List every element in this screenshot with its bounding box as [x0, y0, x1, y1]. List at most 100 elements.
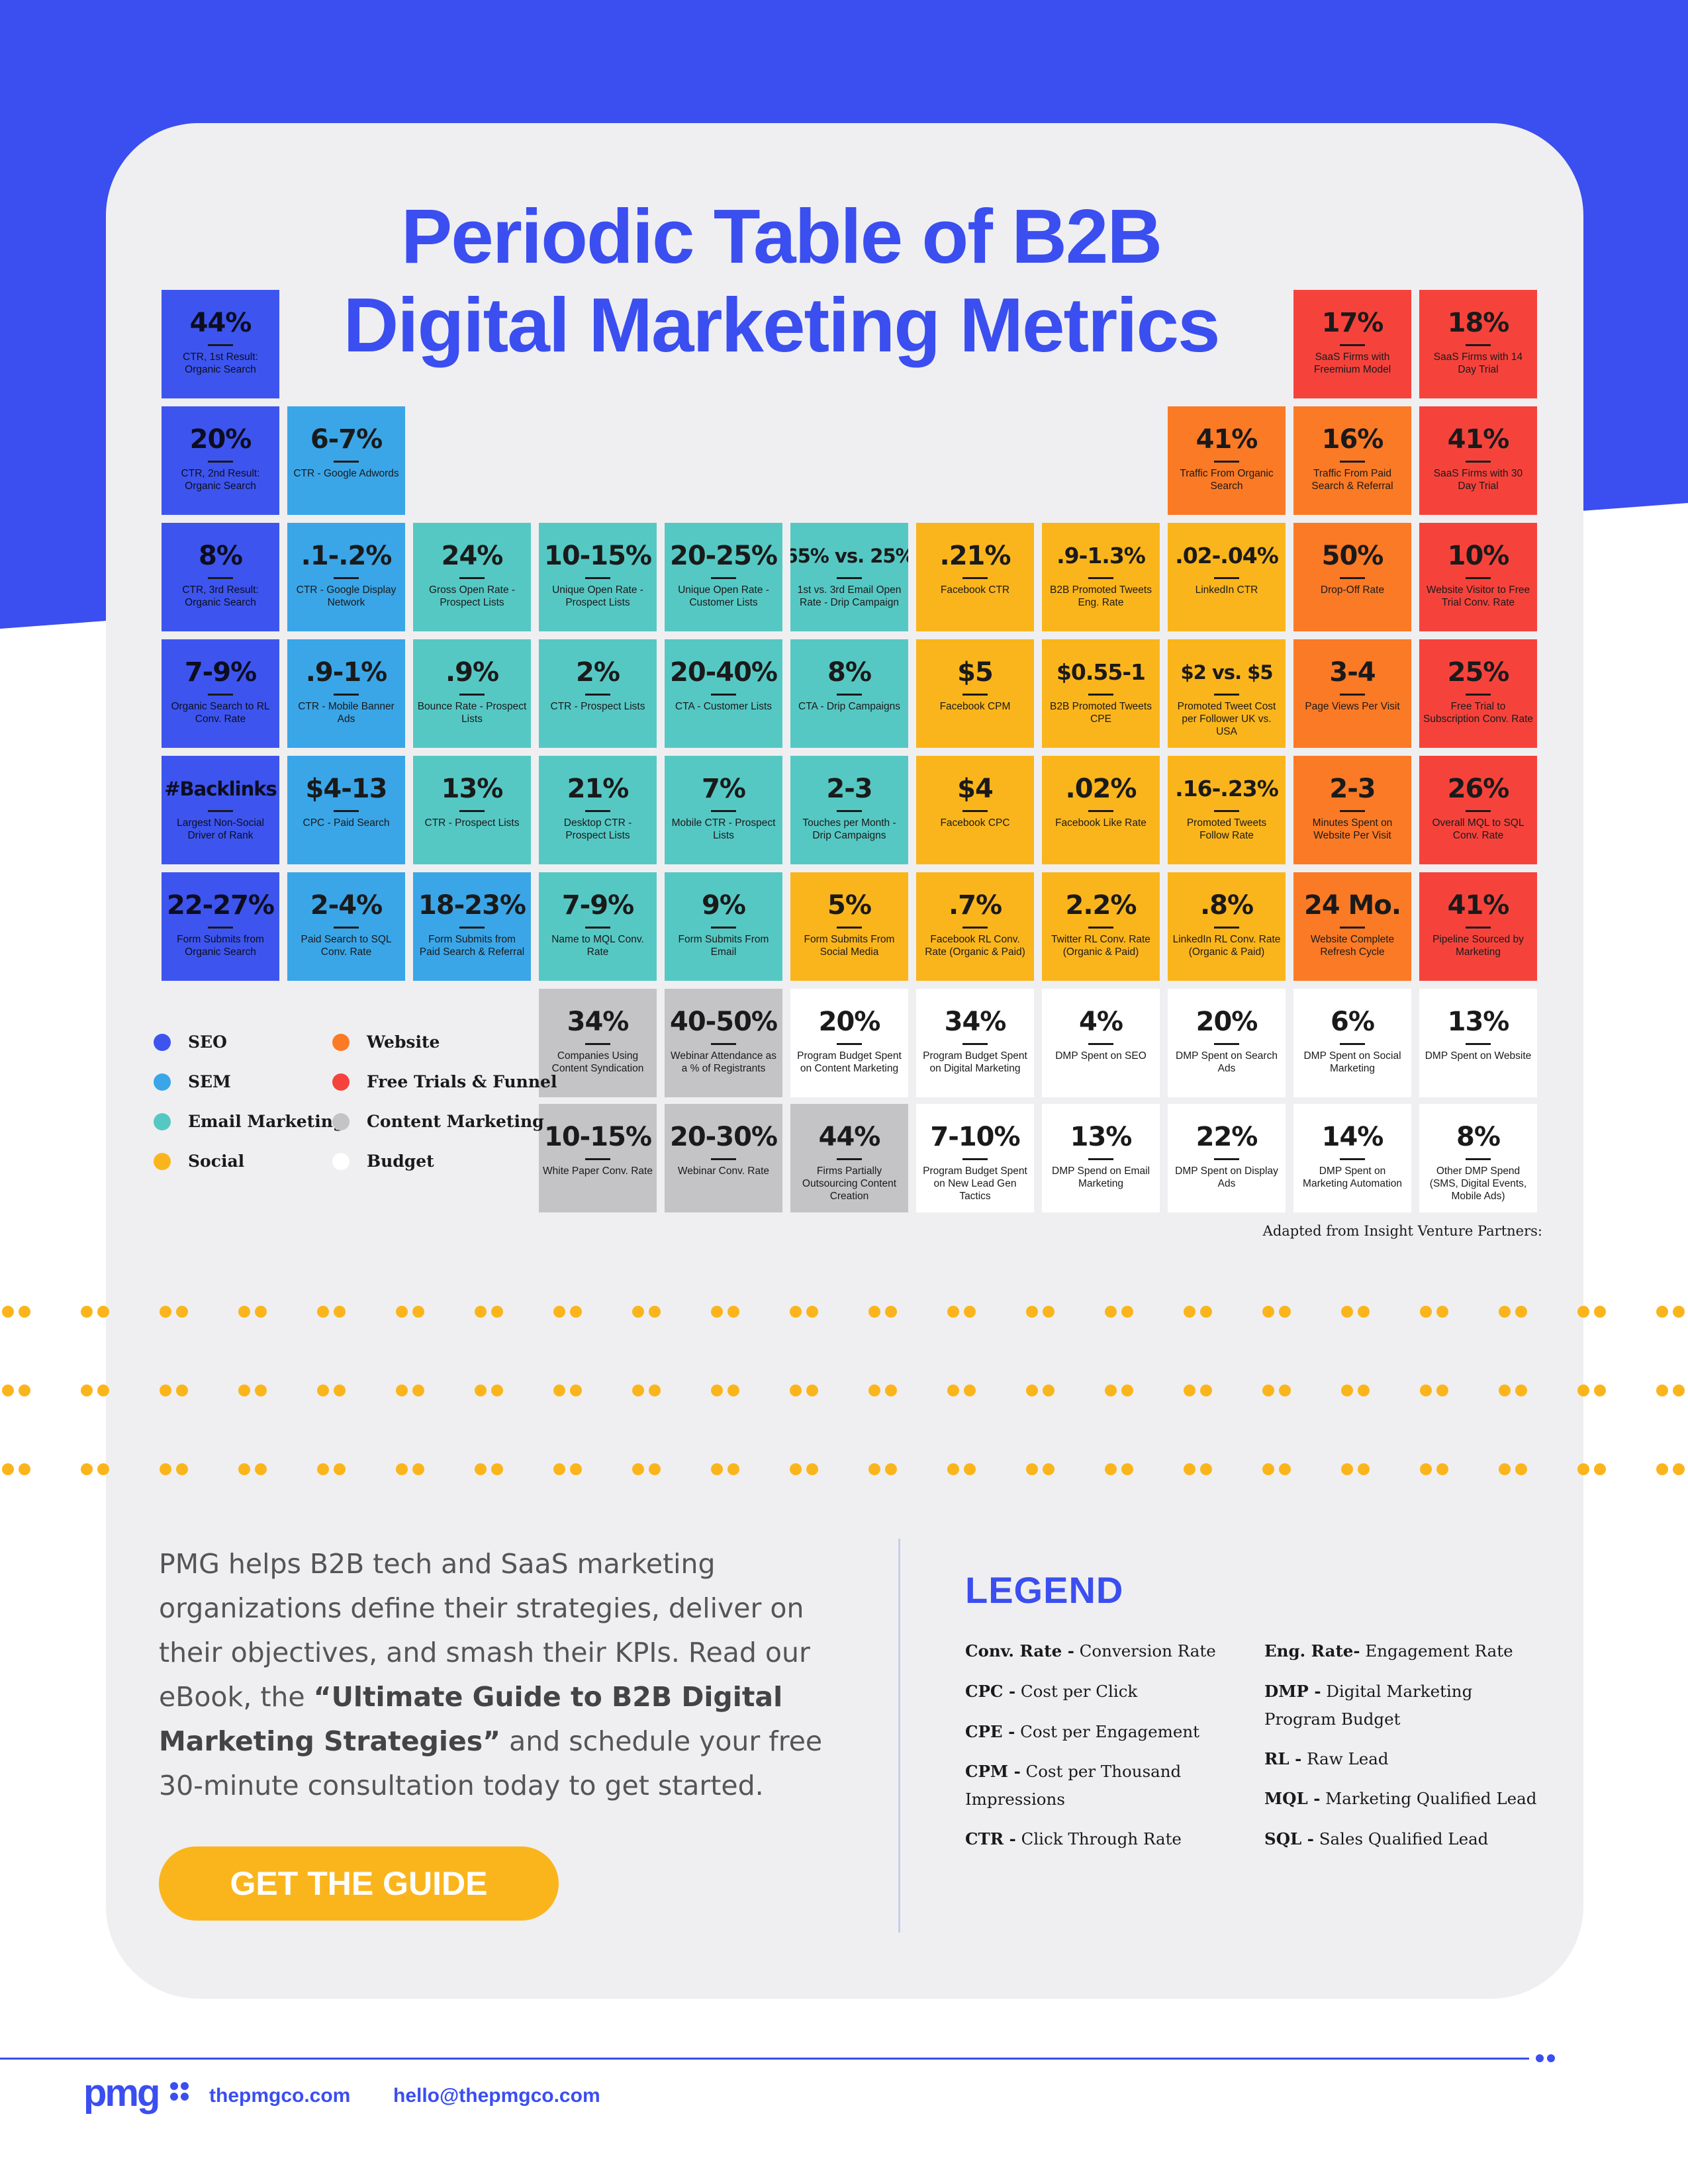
decorative-dot: [1184, 1385, 1196, 1396]
metric-tile: 22-27% Form Submits from Organic Search: [162, 872, 279, 981]
title-line-1: Periodic Table of B2B: [400, 193, 1162, 279]
metric-divider: [459, 927, 485, 929]
metric-value: 8%: [1456, 1122, 1501, 1152]
metric-tile: 65% vs. 25% 1st vs. 3rd Email Open Rate -…: [790, 523, 908, 631]
metric-divider: [837, 1158, 862, 1160]
metric-label: CTR, 3rd Result: Organic Search: [182, 584, 259, 608]
metric-value: 25%: [1447, 657, 1510, 688]
decorative-dot: [947, 1385, 959, 1396]
metric-label: CTR - Mobile Banner Ads: [298, 701, 395, 725]
decorative-dot: [632, 1463, 644, 1475]
metric-value: 13%: [1070, 1122, 1133, 1152]
metric-value: 2.2%: [1065, 890, 1137, 921]
metric-divider: [837, 577, 862, 579]
metric-value: .02%: [1065, 774, 1137, 804]
metric-divider: [1214, 461, 1239, 463]
decorative-dot: [1656, 1306, 1668, 1318]
page-title: Periodic Table of B2B Digital Marketing …: [199, 192, 1364, 369]
decorative-dot: [1279, 1306, 1291, 1318]
legend-definition: Marketing Qualified Lead: [1320, 1789, 1537, 1808]
legend-def-dmp: DMP - Digital Marketing Program Budget: [1264, 1678, 1516, 1733]
metric-label: Promoted Tweets Follow Rate: [1186, 817, 1267, 841]
decorative-dot: [97, 1463, 109, 1475]
decorative-dot: [1200, 1463, 1212, 1475]
metric-label: Traffic From Organic Search: [1180, 468, 1274, 492]
decorative-dot: [1499, 1385, 1511, 1396]
metric-value: 2%: [576, 657, 620, 688]
metric-label: CTA - Drip Campaigns: [798, 701, 900, 712]
metric-value: 65% vs. 25%: [790, 545, 908, 567]
decorative-dot: [1420, 1385, 1432, 1396]
decorative-dot: [1656, 1463, 1668, 1475]
legend-abbr: MQL -: [1264, 1789, 1321, 1808]
metric-label: DMP Spent on Marketing Automation: [1303, 1165, 1402, 1189]
metric-label: Largest Non-Social Driver of Rank: [177, 817, 264, 841]
decorative-dot: [1436, 1385, 1448, 1396]
category-legend-website: Website: [332, 1032, 440, 1052]
metric-label: Program Budget Spent on New Lead Gen Tac…: [923, 1165, 1027, 1202]
metric-divider: [711, 577, 736, 579]
category-legend-email: Email Marketing: [154, 1112, 344, 1131]
decorative-dot: [1499, 1463, 1511, 1475]
metric-divider: [1214, 694, 1239, 696]
metric-tile: .9% Bounce Rate - Prospect Lists: [413, 639, 531, 748]
decorative-dot: [1341, 1306, 1353, 1318]
legend-def-conv: Conv. Rate - Conversion Rate: [965, 1637, 1243, 1665]
metric-value: 2-3: [826, 774, 872, 804]
decorative-dot: [334, 1385, 346, 1396]
website-link[interactable]: thepmgco.com: [209, 2085, 351, 2107]
decorative-dot: [475, 1463, 487, 1475]
metric-tile: .7% Facebook RL Conv. Rate (Organic & Pai…: [916, 872, 1034, 981]
decorative-dot: [255, 1306, 267, 1318]
metric-tile: 40-50% Webinar Attendance as a % of Regis…: [665, 989, 782, 1097]
metric-tile: 14% DMP Spent on Marketing Automation: [1293, 1104, 1411, 1212]
email-link[interactable]: hello@thepmgco.com: [393, 2085, 600, 2107]
metric-value: 8%: [827, 657, 872, 688]
metric-tile: 13% CTR - Prospect Lists: [413, 756, 531, 864]
decorative-dot: [632, 1385, 644, 1396]
metric-value: 5%: [827, 890, 872, 921]
divider: [898, 1539, 900, 1933]
metric-divider: [962, 694, 988, 696]
metric-value: #Backlinks: [164, 778, 277, 800]
metric-label: SaaS Firms with Freemium Model: [1313, 351, 1391, 375]
decorative-dot: [475, 1385, 487, 1396]
metric-tile: 41% Traffic From Organic Search: [1168, 406, 1286, 515]
metric-label: Facebook CPC: [940, 817, 1010, 829]
source-note: Adapted from Insight Venture Partners:: [1262, 1223, 1542, 1239]
decorative-dot: [1043, 1385, 1055, 1396]
metric-divider: [1340, 1158, 1365, 1160]
metric-divider: [1088, 577, 1113, 579]
metric-label: DMP Spent on SEO: [1055, 1050, 1147, 1062]
metric-divider: [1214, 810, 1239, 812]
metric-label: SaaS Firms with 30 Day Trial: [1433, 468, 1523, 492]
metric-value: 14%: [1321, 1122, 1384, 1152]
metric-label: DMP Spent on Website: [1425, 1050, 1532, 1062]
promo-paragraph: PMG helps B2B tech and SaaS marketing or…: [159, 1542, 847, 1808]
social-color-dot: [154, 1152, 171, 1170]
metric-value: 24%: [441, 541, 504, 571]
decorative-dot: [1420, 1463, 1432, 1475]
decorative-dot: [727, 1306, 739, 1318]
decorative-dot: [160, 1306, 171, 1318]
decorative-dot: [806, 1463, 818, 1475]
metric-divider: [1466, 810, 1491, 812]
metric-value: $4-13: [305, 774, 388, 804]
metric-value: .9%: [445, 657, 499, 688]
decorative-dot: [1043, 1463, 1055, 1475]
legend-abbr: CPM -: [965, 1762, 1021, 1781]
decorative-dot: [1673, 1463, 1685, 1475]
category-legend-label: SEO: [188, 1032, 227, 1052]
metric-value: 26%: [1447, 774, 1510, 804]
metric-divider: [1340, 810, 1365, 812]
metric-tile: 20% DMP Spent on Search Ads: [1168, 989, 1286, 1097]
get-the-guide-button[interactable]: GET THE GUIDE: [159, 1846, 559, 1921]
metric-tile: 20-25% Unique Open Rate - Customer Lists: [665, 523, 782, 631]
decorative-dot: [238, 1385, 250, 1396]
decorative-dot: [649, 1306, 661, 1318]
metric-label: CPC - Paid Search: [303, 817, 390, 829]
email-color-dot: [154, 1113, 171, 1130]
metric-value: 10-15%: [543, 541, 652, 571]
footer-dot: [1547, 2054, 1555, 2062]
metric-value: $2 vs. $5: [1180, 661, 1273, 684]
